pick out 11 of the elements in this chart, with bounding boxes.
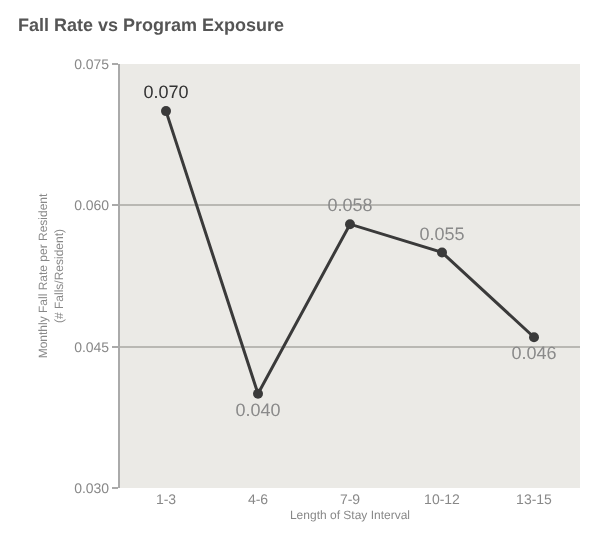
data-label: 0.058 <box>327 195 373 216</box>
point <box>253 388 263 399</box>
point <box>345 219 355 230</box>
data-label: 0.070 <box>143 82 189 103</box>
point <box>529 332 539 343</box>
data-label: 0.046 <box>511 342 557 363</box>
point <box>161 106 171 117</box>
data-label: 0.040 <box>235 399 281 420</box>
data-label: 0.055 <box>419 223 465 244</box>
point <box>437 247 447 258</box>
chart-title: Fall Rate vs Program Exposure <box>18 15 285 36</box>
